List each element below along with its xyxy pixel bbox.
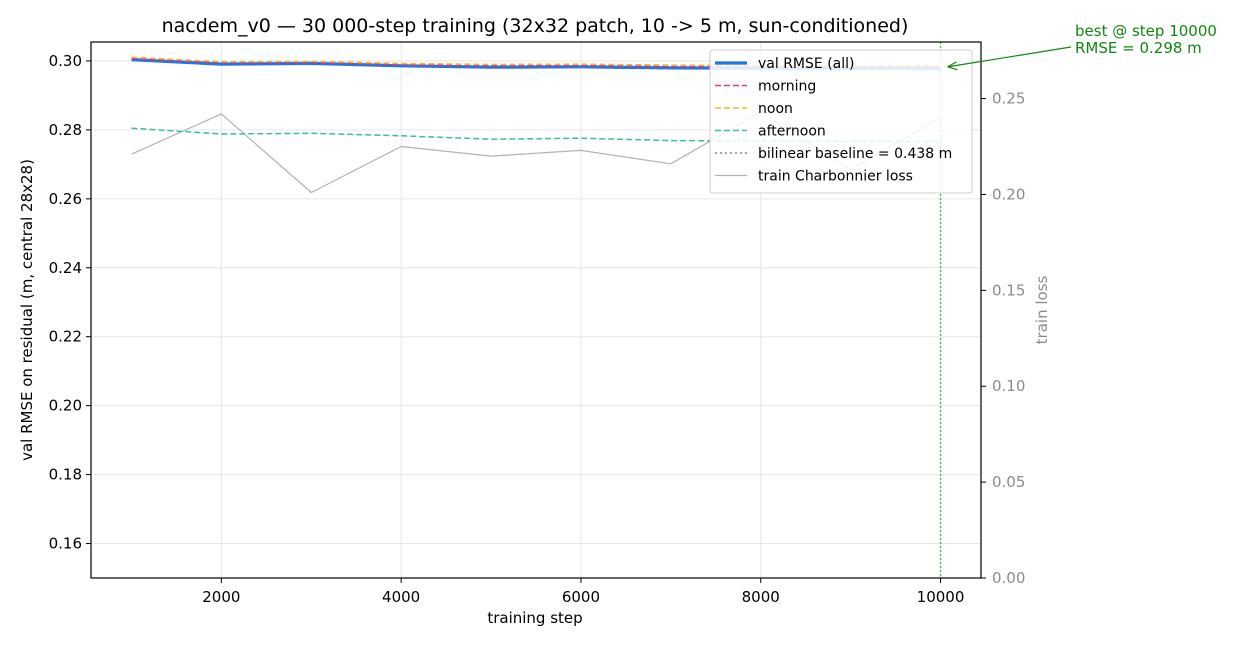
y-axis-left: 0.16 0.18 0.20 0.22 0.24 0.26 0.28 0.30 (49, 52, 91, 553)
legend-box (709, 49, 973, 194)
x-tick-label: 8000 (742, 588, 780, 606)
y-tick-label: 0.20 (49, 397, 82, 415)
series-line-4 (131, 127, 941, 143)
y-tick-label: 0.18 (49, 466, 82, 484)
x-tick-label: 6000 (562, 588, 600, 606)
y2-tick-label: 0.25 (992, 90, 1025, 108)
y2-tick-label: 0.05 (992, 473, 1025, 491)
legend-label-4: afternoon (758, 124, 826, 140)
y2-tick-label: 0.20 (992, 185, 1025, 203)
legend-label-6: train Charbonnier loss (758, 169, 913, 185)
annotation-arrow (947, 46, 1072, 68)
y2-tick-label: 0.00 (992, 569, 1025, 587)
annotation-line-1: best @ step 10000 (1075, 22, 1217, 40)
y2-axis-label: train loss (1033, 275, 1051, 344)
x-tick-label: 2000 (202, 588, 240, 606)
y-tick-label: 0.28 (49, 121, 82, 139)
y-axis-label: val RMSE on residual (m, central 28x28) (18, 159, 36, 461)
x-axis-label: training step (487, 609, 582, 627)
legend-label-2: morning (758, 79, 816, 95)
x-axis: 2000 4000 6000 8000 10000 (202, 578, 964, 606)
y2-tick-label: 0.15 (992, 281, 1025, 299)
chart-title: nacdem_v0 — 30 000-step training (32x32 … (162, 15, 909, 37)
best-annotation: best @ step 10000 RMSE = 0.298 m (947, 22, 1217, 71)
y-tick-label: 0.26 (49, 190, 82, 208)
x-tick-label: 10000 (917, 588, 965, 606)
plot-frame (90, 41, 982, 579)
annotation-line-2: RMSE = 0.298 m (1075, 39, 1202, 57)
y-tick-label: 0.22 (49, 328, 82, 346)
x-tick-label: 4000 (382, 588, 420, 606)
y-tick-label: 0.30 (49, 52, 82, 70)
y-tick-label: 0.16 (49, 535, 82, 553)
legend-label-1: val RMSE (all) (758, 56, 854, 72)
legend-label-5: bilinear baseline = 0.438 m (758, 146, 952, 162)
legend-label-3: noon (758, 101, 793, 117)
y-axis-right: 0.00 0.05 0.10 0.15 0.20 0.25 (981, 90, 1025, 587)
y2-tick-label: 0.10 (992, 377, 1025, 395)
legend: val RMSE (all) morning noon afternoon biline… (709, 49, 973, 194)
y-tick-label: 0.24 (49, 259, 82, 277)
annotation-arrowhead (947, 61, 958, 71)
